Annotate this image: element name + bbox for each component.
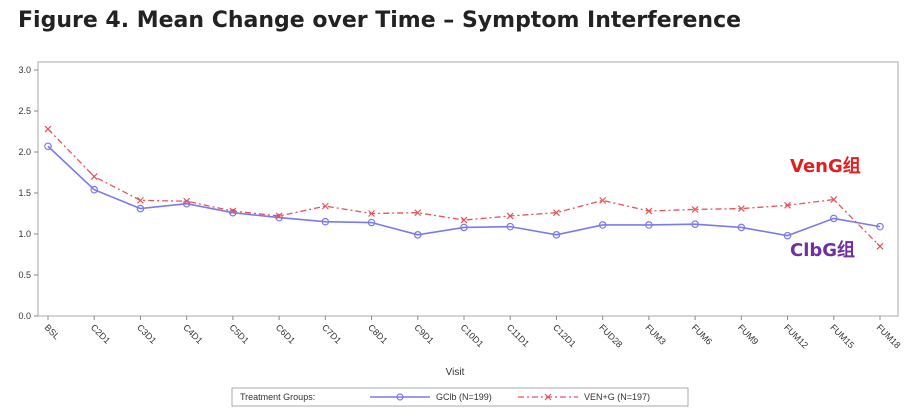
point-gclb: [321, 217, 330, 226]
point-veng-stroke: [737, 205, 745, 213]
point-veng: [599, 196, 607, 204]
point-veng-stroke: [645, 207, 653, 215]
x-tick-label: C11D1: [505, 322, 531, 348]
point-gclb: [413, 231, 422, 239]
y-tick-label: 1.5: [18, 188, 31, 198]
legend: Treatment Groups: GClb (N=199) VEN+G (N=19…: [231, 387, 689, 407]
point-veng-stroke: [183, 197, 191, 205]
point-veng-stroke: [506, 212, 514, 220]
point-veng: [830, 196, 838, 203]
legend-marker-veng: [544, 393, 552, 401]
x-tick-label: C7D1: [320, 322, 343, 345]
x-tick-label: C3D1: [135, 322, 158, 345]
point-veng: [737, 205, 745, 213]
legend-title: Treatment Groups:: [240, 392, 315, 402]
series-line-gclb: [47, 145, 881, 237]
chart-title: Figure 4. Mean Change over Time – Sympto…: [18, 8, 742, 33]
legend-marker-gclb: [396, 393, 404, 401]
y-tick-label: 3.0: [18, 65, 31, 75]
x-tick-label: FUD28: [597, 322, 624, 349]
legend-marker-veng-stroke: [544, 393, 552, 401]
point-gclb: [552, 231, 561, 239]
legend-label-gclb: GClb (N=199): [436, 392, 492, 402]
point-veng: [645, 207, 653, 215]
annotation-venG: VenG组: [790, 156, 861, 177]
point-veng-stroke: [691, 205, 699, 213]
y-tick-label: 0.5: [18, 270, 31, 280]
point-veng-stroke: [275, 212, 283, 220]
x-tick-label: BSL: [43, 322, 62, 341]
x-tick-label: C8D1: [366, 322, 389, 345]
point-gclb: [598, 221, 607, 229]
x-tick-label: FUM12: [782, 322, 810, 350]
point-gclb: [506, 222, 515, 231]
x-tick-label: C5D1: [227, 322, 250, 345]
x-tick-label: C10D1: [459, 322, 486, 349]
point-veng: [275, 212, 283, 220]
point-veng-stroke: [368, 210, 375, 217]
point-veng: [229, 207, 237, 215]
point-veng: [553, 209, 560, 217]
point-veng: [691, 205, 699, 213]
point-veng-stroke: [44, 125, 52, 133]
point-veng-stroke: [414, 209, 422, 217]
x-tick-label: FUM18: [875, 322, 903, 350]
point-veng: [137, 196, 144, 204]
point-gclb: [136, 204, 145, 213]
y-tick-label: 2.5: [18, 106, 31, 116]
y-tick-label: 0.0: [18, 311, 31, 321]
series-line-veng: [47, 128, 881, 247]
x-tick-label: FUM6: [690, 322, 714, 346]
x-axis-label: Visit: [446, 367, 465, 378]
point-veng: [44, 125, 52, 133]
point-veng-stroke: [876, 242, 884, 250]
point-veng-stroke: [460, 216, 468, 224]
x-tick-label: C9D1: [412, 322, 435, 345]
point-gclb: [367, 218, 376, 227]
x-tick-label: FUM9: [736, 322, 760, 346]
point-gclb: [876, 222, 884, 231]
point-veng-stroke: [321, 202, 329, 210]
point-veng: [183, 197, 191, 205]
point-veng: [784, 201, 791, 209]
point-gclb: [829, 214, 838, 223]
point-veng-stroke: [90, 173, 98, 181]
point-veng-stroke: [784, 201, 791, 209]
point-gclb: [44, 142, 52, 151]
x-tick-label: FUM15: [828, 322, 856, 350]
legend-box: [231, 387, 689, 407]
x-tick-label: C4D1: [181, 322, 204, 345]
point-veng-stroke: [137, 196, 144, 204]
point-gclb: [783, 231, 792, 240]
x-tick-label: C6D1: [274, 322, 297, 345]
legend-label-veng: VEN+G (N=197): [584, 392, 650, 402]
point-gclb: [737, 223, 746, 232]
point-veng: [368, 210, 375, 217]
point-gclb: [691, 220, 699, 228]
point-veng: [90, 173, 98, 181]
point-veng-stroke: [553, 209, 560, 217]
x-tick-label: C12D1: [551, 322, 578, 349]
point-gclb: [645, 221, 653, 229]
y-tick-label: 1.0: [18, 229, 31, 239]
point-veng: [414, 209, 422, 217]
annotation-clbG: ClbG组: [790, 240, 856, 261]
point-gclb: [460, 223, 468, 232]
point-veng: [506, 212, 514, 220]
point-veng-stroke: [830, 196, 838, 203]
point-gclb: [229, 208, 237, 217]
point-veng-stroke: [599, 196, 607, 204]
plot-frame: [37, 61, 899, 317]
point-gclb: [90, 185, 99, 194]
x-tick-label: C2D1: [89, 322, 112, 345]
point-veng: [321, 202, 329, 210]
point-veng-stroke: [229, 207, 237, 215]
x-tick-label: FUM3: [643, 322, 667, 346]
y-tick-label: 2.0: [18, 147, 31, 157]
point-veng: [876, 242, 884, 250]
point-veng: [460, 216, 468, 224]
point-gclb: [275, 213, 283, 222]
